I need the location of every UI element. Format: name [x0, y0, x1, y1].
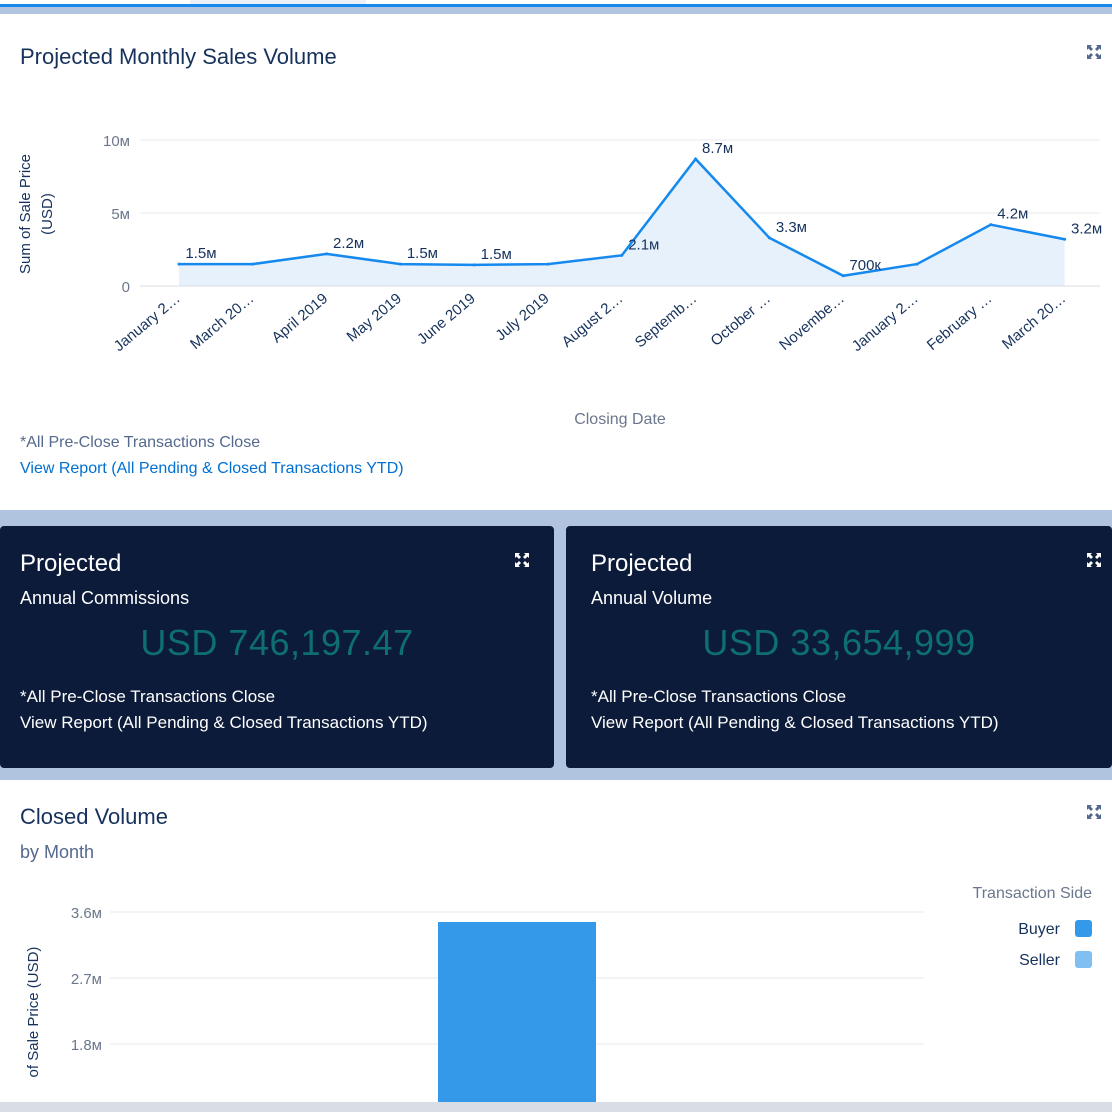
- volume-card-title: Projected: [591, 550, 693, 577]
- data-point: [398, 262, 402, 266]
- sales-volume-card: Projected Monthly Sales Volume 0 5м 10м Sum…: [0, 14, 1112, 510]
- data-label: 4.2м: [997, 206, 1028, 223]
- x-tick-label: Septemb…: [632, 290, 700, 351]
- data-label: 8.7м: [702, 140, 733, 157]
- expand-icon[interactable]: [514, 552, 530, 568]
- data-point: [177, 262, 181, 266]
- volume-metric-value: USD 33,654,999: [702, 622, 976, 663]
- expand-icon[interactable]: [1086, 552, 1102, 568]
- commissions-metric-value: USD 746,197.47: [140, 622, 414, 663]
- data-point: [1063, 237, 1067, 241]
- x-tick-label: July 2019: [492, 290, 552, 344]
- area-fill: [179, 158, 1065, 286]
- y-tick-label: 2.7м: [71, 971, 102, 988]
- y-axis-label-line: (USD): [39, 193, 56, 235]
- closed-volume-card: Closed Volume by Month 1.8м 2.7м 3.6м of Sa…: [0, 780, 1112, 1102]
- data-label: 2.2м: [333, 235, 364, 252]
- data-point: [472, 263, 476, 267]
- legend-swatch: [1075, 920, 1092, 937]
- volume-card-note: *All Pre-Close Transactions Close: [591, 687, 847, 706]
- legend-label: Buyer: [1018, 921, 1060, 938]
- top-strip-background: [0, 0, 1112, 4]
- sales-card-note: *All Pre-Close Transactions Close: [20, 434, 261, 451]
- data-point: [325, 252, 329, 256]
- x-tick-label: March 20…: [187, 290, 257, 353]
- y-tick-label: 1.8м: [71, 1037, 102, 1054]
- data-point: [841, 274, 845, 278]
- x-axis-label: Closing Date: [574, 411, 666, 428]
- data-label: 3.3м: [776, 219, 807, 236]
- top-tab-strip: [0, 0, 1112, 14]
- x-tick-label: January 2…: [849, 290, 922, 355]
- x-tick-label: April 2019: [268, 290, 331, 346]
- data-point: [620, 253, 624, 257]
- commissions-card-note: *All Pre-Close Transactions Close: [20, 687, 276, 706]
- sales-card-title: Projected Monthly Sales Volume: [20, 44, 337, 69]
- active-tab-marker: [190, 0, 366, 4]
- data-point: [989, 223, 993, 227]
- commissions-card-title: Projected: [20, 550, 122, 577]
- bar-buyer: [438, 922, 596, 1102]
- data-label: 1.5м: [407, 245, 438, 262]
- data-label: 700к: [849, 257, 881, 274]
- volume-view-report-link[interactable]: View Report (All Pending & Closed Transa…: [591, 713, 999, 732]
- sales-area-chart: 0 5м 10м Sum of Sale Price (USD) 1.5м 2.2м 1.5м…: [17, 133, 1102, 428]
- y-tick-label: 5м: [111, 206, 130, 223]
- data-point: [767, 236, 771, 240]
- data-label: 2.1м: [628, 236, 659, 253]
- y-tick-label: 3.6м: [71, 905, 102, 922]
- annual-volume-card: Projected Annual Volume USD 33,654,999 *…: [566, 526, 1112, 768]
- sales-view-report-link[interactable]: View Report (All Pending & Closed Transa…: [20, 460, 404, 477]
- legend-label: Seller: [1019, 952, 1061, 969]
- y-axis-label: Sum of Sale Price (USD): [17, 154, 56, 274]
- data-point: [546, 262, 550, 266]
- x-tick-label: Novembe…: [776, 290, 848, 354]
- y-tick-label: 10м: [103, 133, 130, 150]
- data-point: [915, 262, 919, 266]
- commissions-card-subtitle: Annual Commissions: [20, 588, 190, 608]
- data-label: 3.2м: [1071, 220, 1102, 237]
- legend-swatch: [1075, 951, 1092, 968]
- x-tick-label: March 20…: [999, 290, 1069, 353]
- y-tick-label: 0: [122, 279, 130, 296]
- data-label: 1.5м: [185, 245, 216, 262]
- top-accent-line: [0, 4, 1112, 7]
- x-tick-label: January 2…: [111, 290, 184, 355]
- commissions-view-report-link[interactable]: View Report (All Pending & Closed Transa…: [20, 713, 428, 732]
- data-point: [694, 157, 698, 161]
- y-axis-label-line: Sum of Sale Price: [17, 154, 34, 274]
- expand-icon[interactable]: [1086, 44, 1102, 60]
- x-tick-label: February …: [924, 290, 996, 354]
- closed-card-title: Closed Volume: [20, 804, 168, 829]
- expand-icon[interactable]: [1086, 804, 1102, 820]
- volume-card-subtitle: Annual Volume: [591, 588, 713, 608]
- closed-card-subtitle: by Month: [20, 842, 95, 862]
- closed-bar-chart: 1.8м 2.7м 3.6м of Sale Price (USD) Transacti…: [25, 885, 1093, 1102]
- legend-title: Transaction Side: [973, 885, 1093, 902]
- data-point: [251, 262, 255, 266]
- x-tick-label: May 2019: [344, 290, 405, 345]
- data-label: 1.5м: [481, 246, 512, 263]
- commissions-card: Projected Annual Commissions USD 746,197…: [0, 526, 554, 768]
- bottom-divider: [0, 1102, 1112, 1112]
- x-tick-label: October …: [707, 290, 773, 350]
- x-tick-label: June 2019: [414, 290, 479, 348]
- y-axis-label: of Sale Price (USD): [25, 947, 42, 1078]
- x-tick-label: August 2…: [559, 290, 627, 351]
